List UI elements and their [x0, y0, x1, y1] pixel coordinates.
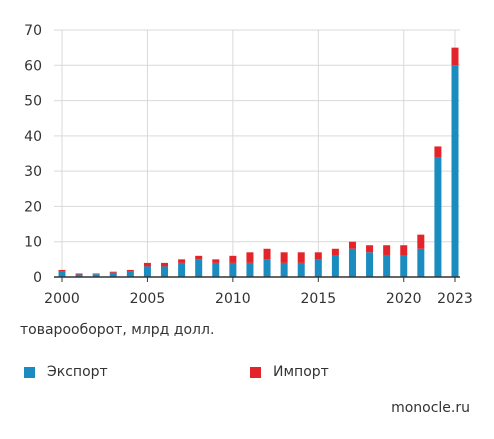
y-tick-label: 0 [33, 270, 42, 286]
bar-import [366, 245, 374, 253]
bar-export [297, 262, 305, 277]
bar-export [75, 274, 83, 277]
bar-export [348, 248, 356, 277]
bar-export [161, 266, 169, 277]
y-tick-label: 10 [24, 235, 42, 251]
stacked-bar-chart: 0 10 20 30 40 50 60 70 2000 2005 2010 2015 2020 2023 [24, 23, 473, 307]
bar-export [229, 262, 237, 277]
y-tick-label: 70 [24, 23, 42, 39]
bar-export [109, 272, 117, 277]
bar-export [126, 271, 134, 277]
x-tick-label: 2023 [437, 291, 473, 307]
bar-import [212, 259, 220, 263]
legend-item-import: Импорт [250, 364, 329, 380]
x-tick-label: 2010 [215, 291, 251, 307]
bar-import [297, 252, 305, 263]
bar-import [75, 273, 83, 275]
bar-import [280, 252, 288, 263]
bar-import [451, 47, 459, 66]
x-tick-label: 2000 [44, 291, 80, 307]
bar-import [417, 234, 425, 249]
bar-export [280, 262, 288, 277]
bar-import [383, 245, 391, 256]
chart-units-caption: товарооборот, млрд долл. [20, 322, 215, 338]
source-brand: monocle.ru [391, 400, 470, 416]
bar-export [451, 65, 459, 278]
bar-import [161, 262, 169, 267]
bar-import [92, 273, 100, 275]
x-tick-label: 2020 [386, 291, 422, 307]
bar-export [331, 255, 339, 277]
bar-export [178, 262, 186, 277]
bar-export [246, 262, 254, 277]
bar-export [195, 259, 203, 277]
bar-import [178, 259, 186, 263]
bar-import [229, 255, 237, 263]
bar-export [417, 248, 425, 277]
y-tick-label: 50 [24, 94, 42, 110]
bar-import [263, 248, 271, 260]
x-tick-label: 2015 [300, 291, 336, 307]
bar-export [314, 259, 322, 277]
bar-import [400, 245, 408, 256]
bar-import [58, 269, 66, 272]
bar-import [143, 262, 151, 267]
bar-export [383, 255, 391, 277]
bar-import [126, 269, 134, 272]
bar-import [434, 146, 442, 158]
bar-import [246, 252, 254, 263]
y-tick-label: 40 [24, 129, 42, 145]
y-tick-label: 30 [24, 164, 42, 180]
bar-import [348, 241, 356, 249]
bar-import [314, 252, 322, 260]
legend-label-export: Экспорт [47, 364, 108, 380]
bar-export [400, 255, 408, 277]
y-tick-label: 60 [24, 58, 42, 74]
bar-import [331, 248, 339, 256]
bar-import [109, 271, 117, 273]
bar-export [92, 274, 100, 277]
bar-export [212, 262, 220, 277]
bar-import [195, 255, 203, 260]
bar-export [143, 266, 151, 277]
import-swatch-icon [250, 366, 261, 378]
export-swatch-icon [24, 366, 35, 378]
bar-export [366, 252, 374, 277]
bar-export [434, 157, 442, 277]
legend-label-import: Импорт [273, 364, 329, 380]
legend-item-export: Экспорт [24, 364, 108, 380]
bar-export [58, 271, 66, 277]
bar-export [263, 259, 271, 277]
y-tick-label: 20 [24, 199, 42, 215]
x-tick-label: 2005 [130, 291, 166, 307]
